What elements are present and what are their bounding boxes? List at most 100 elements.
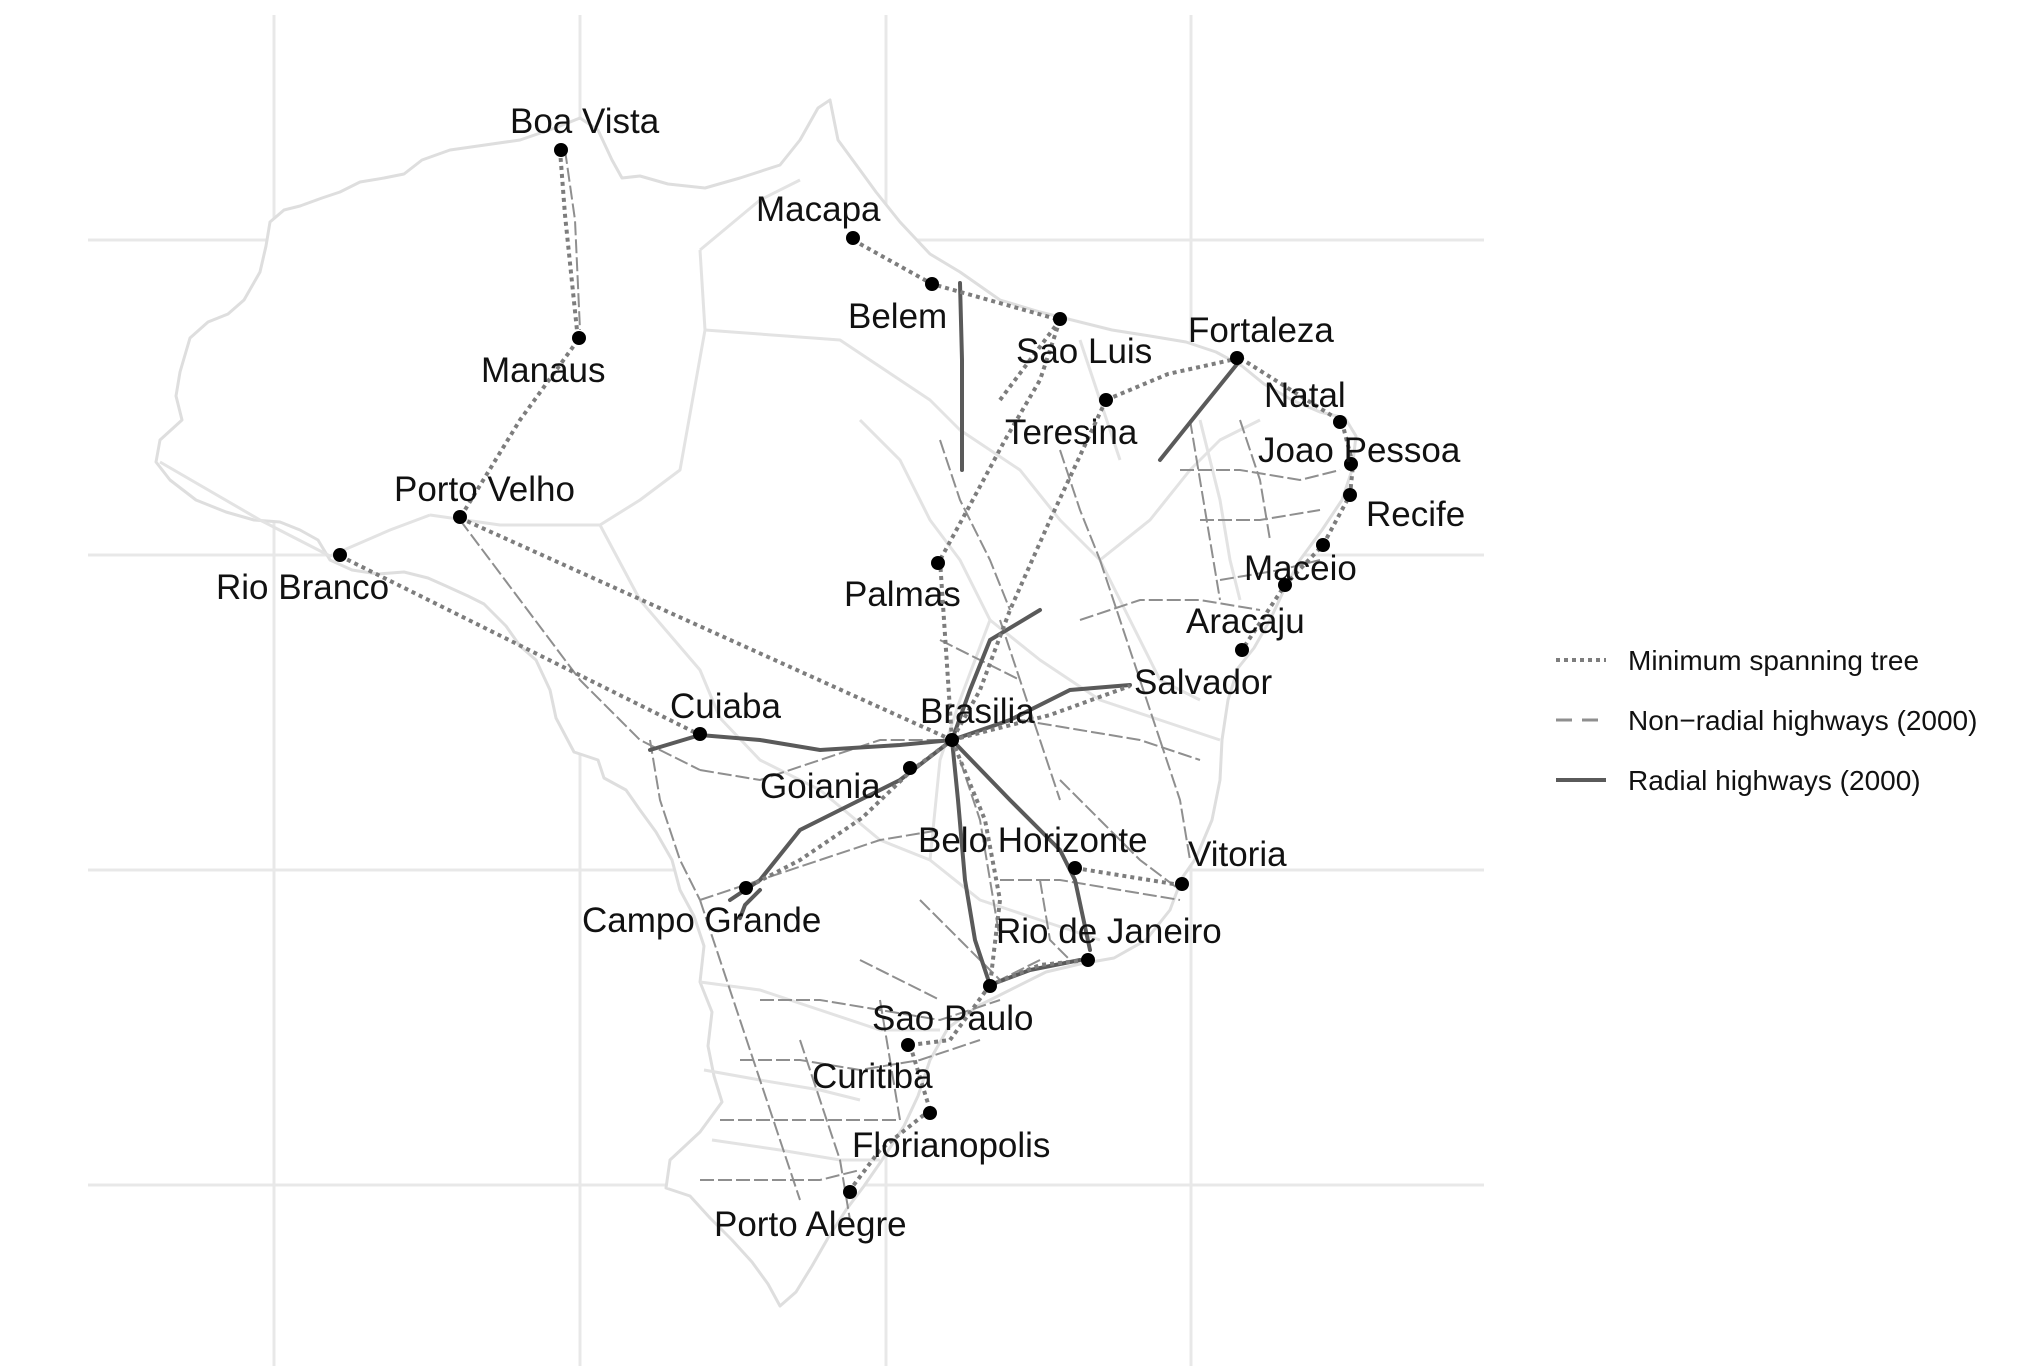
city-label-brasilia: Brasilia <box>920 692 1035 731</box>
city-label-belem: Belem <box>848 297 947 336</box>
legend-label-nonradial: Non−radial highways (2000) <box>1628 705 1977 736</box>
city-label-natal: Natal <box>1264 376 1346 415</box>
city-label-sao-paulo: Sao Paulo <box>872 999 1034 1038</box>
city-dot-boa-vista <box>554 143 568 157</box>
city-dot-cuiaba <box>693 727 707 741</box>
mst-edge <box>1105 356 1241 402</box>
state-border <box>598 524 722 719</box>
state-border <box>718 716 931 862</box>
state-border <box>699 980 940 1032</box>
radial-highway <box>648 732 954 753</box>
city-label-palmas: Palmas <box>844 575 961 614</box>
radial-highway <box>950 738 1092 952</box>
city-dot-teresina <box>1099 393 1113 407</box>
city-dot-salvador <box>1235 643 1249 657</box>
mst-edge <box>745 738 954 890</box>
city-dot-belem <box>925 277 939 291</box>
mst-edge <box>558 149 580 341</box>
highway-segment <box>1059 449 1101 561</box>
mst-edge <box>989 958 1089 987</box>
state-border <box>858 418 992 621</box>
highway-segment <box>939 439 1011 611</box>
city-label-recife: Recife <box>1366 495 1465 534</box>
highway-segment <box>959 759 1001 941</box>
city-dot-campo-grande <box>739 881 753 895</box>
highway-segment <box>1099 559 1161 741</box>
highway-segment <box>1000 879 1181 901</box>
state-border <box>929 858 1101 942</box>
mst-edge <box>908 1044 932 1111</box>
city-label-salvador: Salvador <box>1134 663 1272 702</box>
highway-segment <box>564 149 581 331</box>
state-borders <box>159 178 1261 1162</box>
city-dot-porto-velho <box>453 510 467 524</box>
mst-edge <box>998 318 1062 402</box>
city-label-campo-grande: Campo Grande <box>582 901 821 940</box>
highway-segment <box>1180 469 1341 482</box>
highway-segment <box>459 519 701 771</box>
city-label-sao-luis: Sao Luis <box>1016 332 1152 371</box>
radial-highway <box>738 888 762 920</box>
state-border <box>703 1068 861 1102</box>
city-label-porto-alegre: Porto Alegre <box>714 1205 907 1244</box>
city-dot-vitoria <box>1175 877 1189 891</box>
mst-edge <box>1074 866 1181 887</box>
city-dot-maceio <box>1316 538 1330 552</box>
mst-edge <box>458 338 580 520</box>
city-dot-belo-horizonte <box>1068 861 1082 875</box>
highway-segment <box>879 999 901 1121</box>
city-dot-manaus <box>572 331 586 345</box>
city-dot-macapa <box>846 231 860 245</box>
highway-segment <box>1200 509 1321 521</box>
city-label-goiania: Goiania <box>760 767 881 806</box>
city-label-porto-velho: Porto Velho <box>394 470 575 509</box>
highway-segment <box>760 999 1001 1022</box>
highway-segment <box>1239 419 1271 541</box>
highway-segment <box>649 739 701 901</box>
city-label-curitiba: Curitiba <box>812 1057 933 1096</box>
radial-highway <box>958 281 964 472</box>
highway-segment <box>1019 719 1201 761</box>
highway-segment <box>699 899 801 1201</box>
city-label-macapa: Macapa <box>756 190 881 229</box>
city-dot-rio-de-janeiro <box>1081 953 1095 967</box>
highway-segment <box>1079 599 1261 621</box>
city-label-rio-de-janeiro: Rio de Janeiro <box>996 912 1222 951</box>
highway-segment <box>859 959 941 1001</box>
city-dot-goiania <box>903 761 917 775</box>
radial-highway <box>1158 356 1244 462</box>
state-border <box>1098 559 1201 702</box>
radial-highway <box>950 738 992 987</box>
city-label-aracaju: Aracaju <box>1186 602 1305 641</box>
city-label-rio-branco: Rio Branco <box>216 568 389 607</box>
city-label-fortaleza: Fortaleza <box>1188 311 1334 350</box>
city-dot-florianopolis <box>923 1106 937 1120</box>
city-dot-natal <box>1333 415 1347 429</box>
highway-segment <box>1219 559 1321 581</box>
city-label-florianopolis: Florianopolis <box>852 1126 1050 1165</box>
state-border <box>704 328 962 432</box>
city-dot-fortaleza <box>1230 351 1244 365</box>
mst-edge <box>950 399 1108 741</box>
highway-segment <box>1039 879 1071 961</box>
legend: Minimum spanning tree Non−radial highway… <box>1556 645 1977 796</box>
cities: Boa Vista Macapa Manaus Belem Sao Luis F… <box>216 102 1465 1244</box>
state-border <box>1198 419 1242 601</box>
city-dot-rio-branco <box>333 548 347 562</box>
state-border <box>959 428 1102 562</box>
state-border <box>159 460 431 558</box>
mst-edge <box>938 319 1062 561</box>
highway-segment <box>740 1039 981 1072</box>
state-border <box>989 618 1221 742</box>
city-dot-sao-luis <box>1053 312 1067 326</box>
mst-edge <box>459 516 953 742</box>
city-dot-brasilia <box>945 733 959 747</box>
city-label-maceio: Maceio <box>1244 549 1357 588</box>
mst-edge <box>951 684 1131 742</box>
state-border <box>711 1138 880 1162</box>
city-dot-curitiba <box>901 1038 915 1052</box>
city-label-joao-pessoa: Joao Pessoa <box>1258 431 1461 470</box>
mst-edge <box>339 554 701 737</box>
city-label-belo-horizonte: Belo Horizonte <box>918 821 1148 860</box>
